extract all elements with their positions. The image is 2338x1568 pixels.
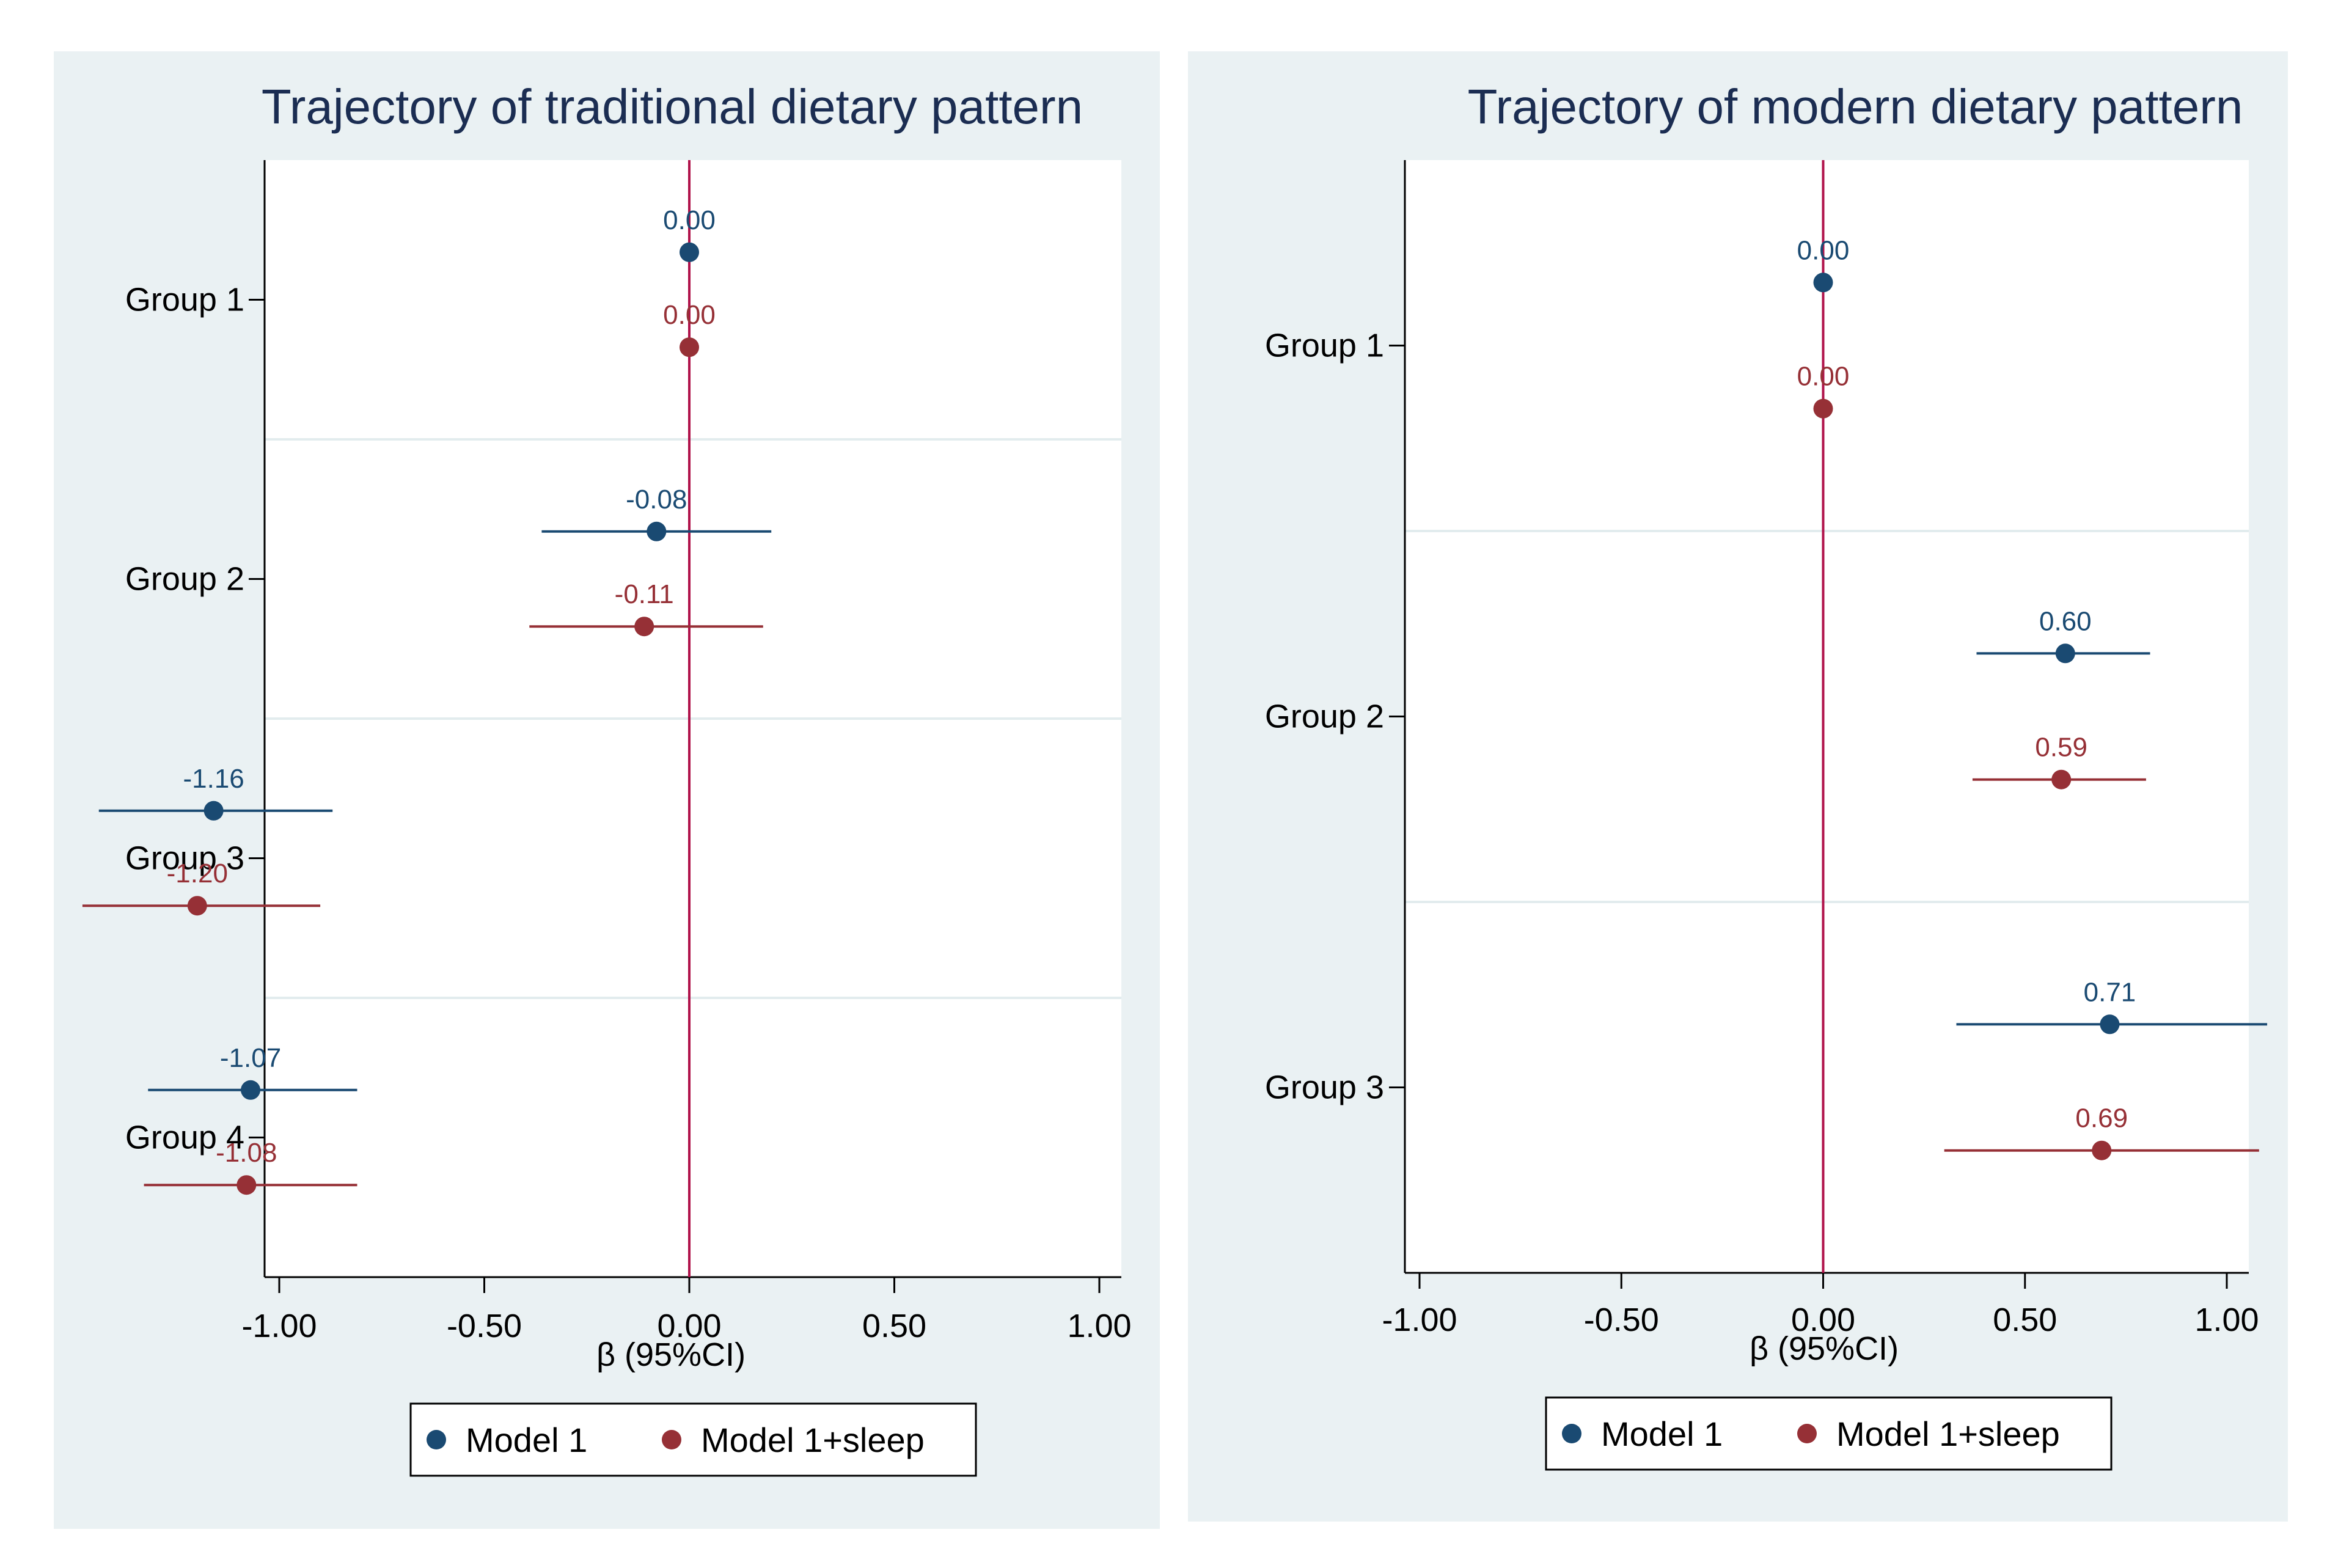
- data-label-model1-sleep: -1.20: [167, 859, 228, 888]
- x-tick-label: 1.00: [1067, 1308, 1131, 1344]
- data-label-model1-sleep: 0.69: [2075, 1104, 2128, 1134]
- data-label-model1: -1.07: [220, 1043, 281, 1073]
- point-model1-sleep: [634, 617, 654, 637]
- data-label-model1: 0.71: [2084, 977, 2136, 1007]
- y-tick-label-2: Group 2: [1265, 698, 1384, 735]
- chart-panel-2: Trajectory of modern dietary pattern -1.0…: [1188, 51, 2288, 1522]
- x-tick-label: 0.00: [657, 1308, 721, 1344]
- legend-marker-model1-sleep: [662, 1430, 681, 1449]
- data-label-model1: -1.16: [183, 764, 244, 794]
- chart-panel-1: Trajectory of traditional dietary patter…: [54, 51, 1160, 1529]
- point-model1-sleep: [1813, 398, 1833, 419]
- y-tick-label-1: Group 1: [125, 282, 244, 318]
- x-axis-title: β (95%CI): [596, 1336, 746, 1373]
- data-label-model1: -0.08: [626, 485, 687, 515]
- data-label-model1-sleep: 0.00: [663, 300, 716, 330]
- data-label-model1-sleep: 0.00: [1797, 362, 1850, 392]
- data-label-model1-sleep: 0.59: [2035, 733, 2087, 763]
- y-tick-label-4: Group 4: [125, 1119, 244, 1156]
- chart-title: Trajectory of traditional dietary patter…: [262, 79, 1083, 134]
- x-axis-title: β (95%CI): [1750, 1330, 1899, 1367]
- point-model1-sleep: [680, 337, 699, 357]
- legend-label-model1: Model 1: [466, 1421, 587, 1459]
- point-model1: [680, 242, 699, 262]
- point-model1: [2100, 1014, 2120, 1035]
- legend-marker-model1-sleep: [1797, 1424, 1817, 1443]
- data-label-model1-sleep: -0.11: [615, 579, 674, 609]
- x-tick-label: -1.00: [241, 1308, 317, 1344]
- point-model1-sleep: [236, 1175, 257, 1195]
- point-model1: [647, 521, 667, 541]
- legend-label-model1-sleep: Model 1+sleep: [701, 1421, 925, 1459]
- legend-marker-model1: [427, 1430, 446, 1449]
- y-tick-label-3: Group 3: [1265, 1069, 1384, 1106]
- point-model1-sleep: [2092, 1140, 2112, 1160]
- x-tick-label: -0.50: [1584, 1302, 1659, 1338]
- y-tick-label-1: Group 1: [1265, 328, 1384, 364]
- legend: Model 1 Model 1+sleep: [409, 1402, 977, 1477]
- point-model1: [241, 1080, 261, 1100]
- data-label-model1: 0.00: [663, 205, 716, 235]
- legend-box: [409, 1402, 977, 1477]
- data-label-model1: 0.60: [2039, 606, 2092, 636]
- point-model1-sleep: [2051, 769, 2072, 789]
- legend-label-model1: Model 1: [1601, 1415, 1723, 1453]
- x-tick-label: -1.00: [1382, 1302, 1457, 1338]
- legend: Model 1 Model 1+sleep: [1545, 1396, 2113, 1471]
- x-tick-label: 1.00: [2194, 1302, 2259, 1338]
- x-tick-label: 0.50: [1993, 1302, 2057, 1338]
- legend-label-model1-sleep: Model 1+sleep: [1836, 1415, 2060, 1453]
- legend-box: [1545, 1396, 2113, 1471]
- y-tick-label-2: Group 2: [125, 561, 244, 598]
- data-label-model1-sleep: -1.08: [216, 1138, 277, 1168]
- x-tick-label: -0.50: [447, 1308, 522, 1344]
- data-label-model1: 0.00: [1797, 235, 1850, 265]
- point-model1: [2055, 643, 2075, 664]
- y-tick-label-3: Group 3: [125, 840, 244, 877]
- chart-title: Trajectory of modern dietary pattern: [1468, 79, 2243, 134]
- point-model1: [1813, 273, 1833, 293]
- point-model1-sleep: [187, 896, 207, 916]
- x-tick-label: 0.50: [862, 1308, 926, 1344]
- x-tick-label: 0.00: [1791, 1302, 1855, 1338]
- plot-area: [1405, 160, 2249, 1273]
- legend-marker-model1: [1562, 1424, 1581, 1443]
- point-model1: [203, 800, 224, 821]
